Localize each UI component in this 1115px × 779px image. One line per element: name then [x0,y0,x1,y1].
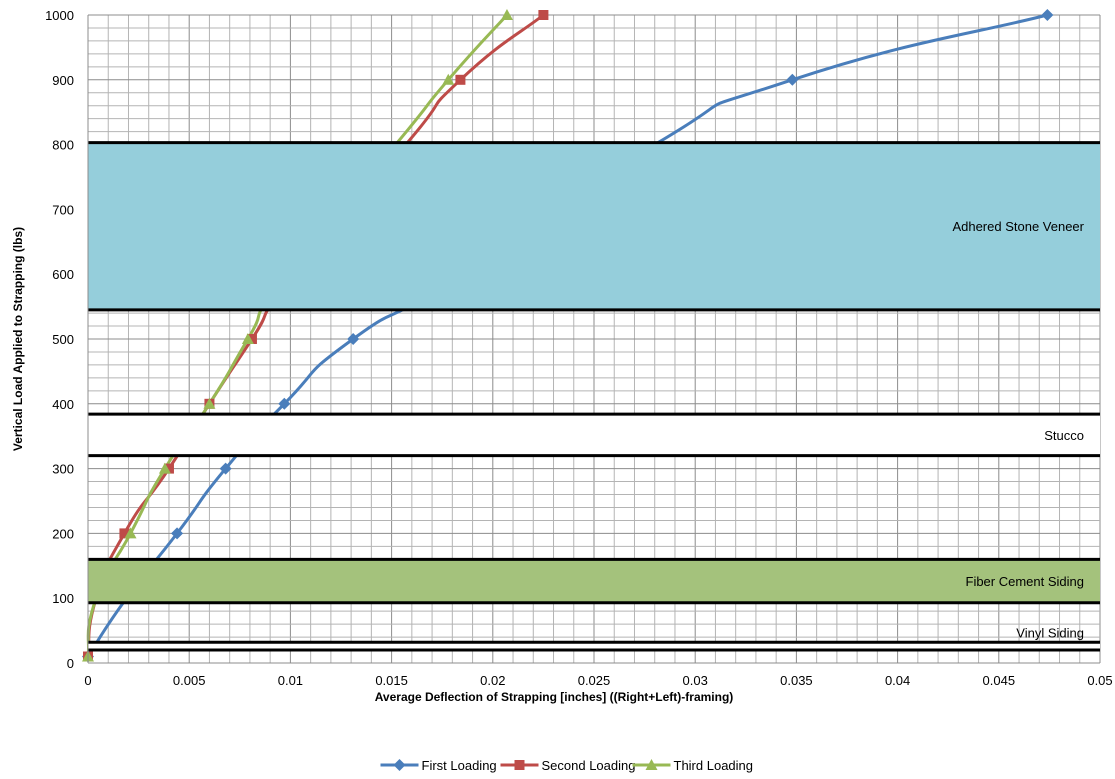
vinyl-siding-band-fill [88,642,1100,651]
legend-swatch-marker [645,759,658,770]
second-loading-point [163,463,174,474]
first-loading-point [786,73,799,86]
legend-entry-second-loading: Second Loading [500,758,636,773]
first-loading-point [278,397,291,410]
fiber-cement-siding-band: Fiber Cement Siding [88,557,1100,605]
x-tick-label: 0.035 [780,673,813,688]
x-tick-label: 0 [84,673,91,688]
x-tick-label: 0.015 [375,673,408,688]
x-axis-label: Average Deflection of Strapping [inches]… [375,690,734,704]
legend-entry-first-loading: First Loading [380,758,497,773]
legend-swatch-marker [393,759,406,771]
stucco-band: Stucco [88,412,1100,458]
first-loading-point [219,462,232,475]
third-loading-point [124,527,137,539]
y-tick-label: 500 [52,332,74,347]
y-tick-label: 200 [52,526,74,541]
legend-label: Second Loading [542,758,636,773]
x-tick-label: 0.05 [1087,673,1112,688]
y-tick-label: 700 [52,202,74,217]
y-tick-label: 900 [52,73,74,88]
fiber-cement-siding-label: Fiber Cement Siding [966,574,1085,589]
third-loading-point [500,9,513,20]
legend-label: First Loading [422,758,497,773]
third-loading-point [241,333,254,344]
x-tick-label: 0.005 [173,673,206,688]
y-tick-label: 400 [52,397,74,412]
x-tick-label: 0.025 [578,673,611,688]
y-axis-label: Vertical Load Applied to Strapping (lbs) [11,227,25,451]
x-tick-label: 0.03 [683,673,708,688]
x-tick-label: 0.045 [983,673,1016,688]
y-tick-label: 300 [52,462,74,477]
first-loading-point [347,333,360,345]
second-loading-point [538,10,549,20]
material-bands: Adhered Stone Veneer Stucco Fiber Cement S… [88,141,1100,652]
y-tick-label: 800 [52,138,74,153]
legend-swatch-marker [514,760,525,770]
legend-entry-third-loading: Third Loading [632,758,754,773]
stucco-band-fill [88,414,1100,456]
vinyl-siding-band: Vinyl Siding [88,625,1100,652]
first-loading-point [1041,9,1054,21]
tick-labels: 0 0.005 0.01 0.015 0.02 0.025 0.03 0.035 0.04 0.0… [45,8,1113,688]
third-loading-point [203,397,216,409]
y-tick-label: 0 [67,656,74,671]
legend-label: Third Loading [674,758,754,773]
second-loading-point [119,528,130,539]
axes [87,15,1100,664]
x-tick-label: 0.04 [885,673,910,688]
vinyl-siding-label: Vinyl Siding [1016,625,1084,640]
y-tick-label: 100 [52,591,74,606]
adhered-stone-veneer-band: Adhered Stone Veneer [88,141,1100,312]
adhered-stone-veneer-label: Adhered Stone Veneer [952,219,1084,234]
x-tick-label: 0.01 [278,673,303,688]
y-tick-label: 600 [52,267,74,282]
fiber-cement-siding-band-fill [88,559,1100,603]
first-loading-point [171,527,184,540]
x-tick-label: 0.02 [480,673,505,688]
third-loading-point [158,462,171,474]
y-tick-label: 1000 [45,8,74,23]
stucco-label: Stucco [1044,428,1084,443]
adhered-stone-veneer-band-fill [88,142,1100,310]
second-loading-point [455,74,466,85]
third-loading-point [442,73,455,85]
second-loading-point [246,334,257,344]
legend: First Loading Second Loading Third Loading [380,758,754,773]
